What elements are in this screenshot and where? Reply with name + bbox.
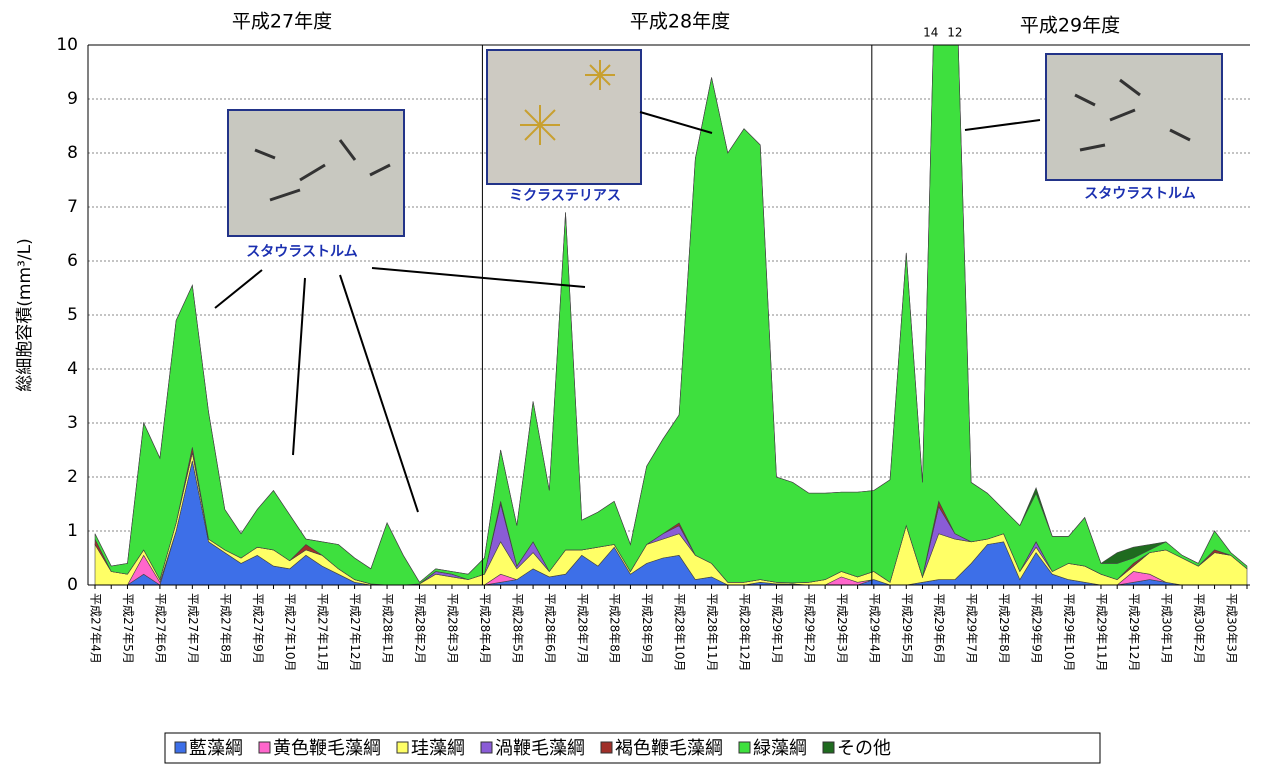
photo	[486, 49, 642, 185]
x-tick-label: 平成27年12月	[348, 593, 362, 672]
x-tick-label: 平成28年11月	[705, 593, 719, 672]
arrows	[214, 111, 1041, 513]
x-tick-label: 平成28年12月	[738, 593, 752, 672]
x-tick-label: 平成28年8月	[608, 593, 622, 664]
x-tick-label: 平成28年4月	[478, 593, 492, 664]
year-header: 平成28年度	[630, 11, 730, 33]
x-tick-label: 平成27年8月	[218, 593, 232, 664]
x-tick-label: 平成29年1月	[770, 593, 784, 664]
y-tick-label: 2	[67, 467, 78, 487]
legend-swatch	[174, 741, 187, 754]
x-tick-label: 平成30年3月	[1224, 593, 1238, 664]
x-tick-label: 平成29年12月	[1127, 593, 1141, 672]
x-tick-label: 平成28年7月	[575, 593, 589, 664]
y-tick-label: 3	[67, 413, 78, 433]
x-tick-label: 平成27年6月	[153, 593, 167, 664]
legend-label: 褐色鞭毛藻綱	[615, 738, 723, 759]
y-tick-label: 10	[56, 35, 78, 55]
x-tick-label: 平成30年1月	[1159, 593, 1173, 664]
x-tick-label: 平成29年11月	[1094, 593, 1108, 672]
x-tick-label: 平成28年5月	[510, 593, 524, 664]
photos	[227, 49, 1223, 237]
x-tick-label: 平成29年5月	[900, 593, 914, 664]
y-tick-label: 1	[67, 521, 78, 541]
y-tick-label: 7	[67, 197, 78, 217]
legend-frame	[164, 732, 1101, 764]
legend-swatch	[738, 741, 751, 754]
legend-swatch	[396, 741, 409, 754]
x-tick-label: 平成27年9月	[251, 593, 265, 664]
y-tick-label: 9	[67, 89, 78, 109]
x-tick-label: 平成27年10月	[283, 593, 297, 672]
x-tick-label: 平成30年2月	[1192, 593, 1206, 664]
x-tick-label: 平成29年6月	[932, 593, 946, 664]
x-tick-label: 平成28年3月	[445, 593, 459, 664]
photo	[227, 109, 405, 237]
x-tick-label: 平成28年2月	[413, 593, 427, 664]
y-tick-label: 8	[67, 143, 78, 163]
year-header: 平成27年度	[232, 11, 332, 33]
y-tick-label: 5	[67, 305, 78, 325]
x-tick-label: 平成29年9月	[1030, 593, 1044, 664]
x-tick-label: 平成27年4月	[89, 593, 103, 664]
x-tick-label: 平成29年2月	[802, 593, 816, 664]
x-tick-label: 平成28年10月	[673, 593, 687, 672]
plot-area	[87, 44, 1250, 589]
organism-sketch	[254, 78, 1191, 202]
x-tick-label: 平成29年3月	[835, 593, 849, 664]
legend-label: 黄色鞭毛藻綱	[273, 738, 381, 759]
legend-label: 珪藻綱	[411, 738, 465, 759]
x-tick-label: 平成28年9月	[640, 593, 654, 664]
x-tick-label: 平成28年1月	[381, 593, 395, 664]
caption: スタウラストルム	[246, 244, 357, 260]
legend-swatch	[258, 741, 271, 754]
x-tick-label: 平成28年6月	[543, 593, 557, 664]
x-tick-label: 平成27年7月	[186, 593, 200, 664]
photo	[1045, 53, 1223, 181]
x-tick-label: 平成29年7月	[965, 593, 979, 664]
annotation: 14	[923, 26, 938, 40]
legend-swatch	[822, 741, 835, 754]
x-tick-label: 平成27年11月	[316, 593, 330, 672]
y-tick-label: 0	[67, 575, 78, 595]
legend-label: 渦鞭毛藻綱	[495, 738, 585, 759]
x-tick-label: 平成29年4月	[867, 593, 881, 664]
x-tick-label: 平成29年10月	[1062, 593, 1076, 672]
x-tick-label: 平成27年5月	[121, 593, 135, 664]
legend-swatch	[600, 741, 613, 754]
legend-swatch	[480, 741, 493, 754]
y-tick-label: 6	[67, 251, 78, 271]
year-header: 平成29年度	[1020, 15, 1120, 37]
annotation: 12	[947, 26, 962, 40]
y-axis-label: 総細胞容積(mm³/L)	[15, 238, 35, 391]
y-tick-label: 4	[67, 359, 78, 379]
legend: 藍藻綱 黄色鞭毛藻綱 珪藻綱 渦鞭毛藻綱 褐色鞭毛藻綱 緑藻綱 その他	[164, 732, 1101, 764]
legend-label: その他	[837, 738, 891, 759]
caption: ミクラステリアス	[509, 188, 621, 204]
caption: スタウラストルム	[1084, 186, 1195, 202]
area	[94, 45, 1248, 583]
organism-sketch	[520, 60, 615, 145]
x-tick-label: 平成29年8月	[997, 593, 1011, 664]
legend-label: 緑藻綱	[753, 738, 807, 759]
legend-label: 藍藻綱	[189, 738, 243, 759]
